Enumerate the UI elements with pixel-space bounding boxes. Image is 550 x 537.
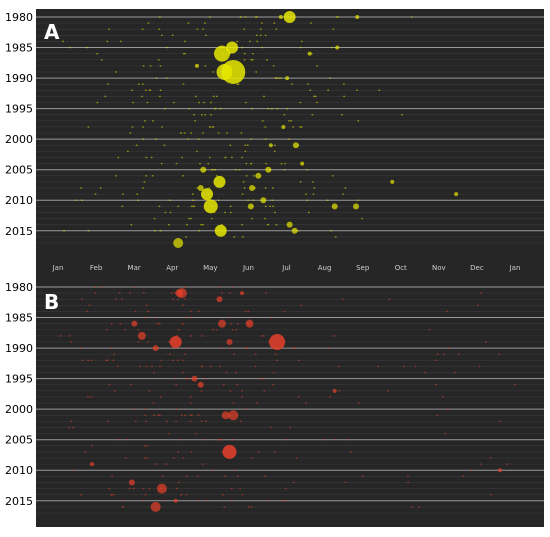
- panel-a: 1980 1985 1990 1995 2000 2005 2010 2015 Jan Feb Ma…: [5, 9, 544, 280]
- panel-a-point-1: [278, 15, 283, 19]
- panel-a-y-tick-1985: 1985: [5, 42, 33, 55]
- panel-a-x-tick-6: Jul: [281, 264, 291, 272]
- panel-a-point-24: [247, 203, 254, 210]
- panel-b-point-19: [156, 483, 167, 494]
- panel-b-point-12: [191, 375, 198, 382]
- panel-a-y-tick-2005: 2005: [5, 164, 33, 177]
- panel-a-point-30: [173, 238, 184, 248]
- panel-b-point-20: [150, 501, 161, 512]
- panel-b-point-15: [228, 410, 239, 421]
- panel-b-point-4: [131, 320, 138, 327]
- panel-a-point-17: [213, 175, 226, 188]
- panel-b-point-17: [89, 462, 94, 467]
- panel-b-point-9: [269, 333, 286, 350]
- panel-a-x-tick-10: Nov: [432, 264, 446, 272]
- panel-a-point-11: [268, 143, 273, 148]
- panel-b-point-5: [218, 319, 227, 328]
- panel-a-point-6: [221, 59, 246, 84]
- panel-a-x-tick-1: Feb: [90, 264, 103, 272]
- panel-a-point-32: [390, 179, 395, 184]
- panel-b-point-1: [176, 288, 187, 299]
- panel-a-y-tick-1980: 1980: [5, 11, 33, 24]
- panel-b-point-22: [332, 388, 337, 393]
- panel-b-y-tick-1985: 1985: [5, 312, 33, 325]
- panel-b-point-14: [221, 411, 230, 420]
- panel-a-x-tick-3: Apr: [166, 264, 178, 272]
- panel-a-point-15: [300, 161, 305, 166]
- panel-b-y-tick-2015: 2015: [5, 495, 33, 508]
- panel-b-y-tick-1980: 1980: [5, 281, 33, 294]
- panel-a-y-tick-1995: 1995: [5, 103, 33, 116]
- panel-a-point-4: [214, 45, 231, 62]
- panel-a-point-22: [200, 188, 213, 201]
- panel-a-background: [36, 9, 544, 280]
- panel-a-x-tick-12: Jan: [509, 264, 521, 272]
- panel-a-point-25: [214, 224, 227, 237]
- panel-b-label: B: [44, 290, 59, 314]
- panel-b-point-10: [226, 338, 233, 345]
- panel-b-point-21: [173, 498, 178, 503]
- panel-a-point-27: [286, 221, 293, 228]
- panel-a-point-7: [194, 63, 199, 68]
- panel-b-point-18: [128, 479, 135, 486]
- panel-a-point-0: [283, 11, 296, 23]
- panel-a-point-23: [203, 199, 218, 214]
- panel-a-x-tick-2: Mar: [128, 264, 141, 272]
- panel-a-x-tick-4: May: [203, 264, 217, 272]
- panel-a-x-tick-9: Oct: [395, 264, 407, 272]
- panel-a-point-8: [285, 76, 290, 81]
- panel-b-point-6: [245, 319, 254, 328]
- panel-a-point-21: [197, 185, 204, 192]
- panel-a-x-tick-0: Jan: [52, 264, 64, 272]
- panel-a-point-16: [200, 166, 207, 173]
- panel-a-point-31: [454, 192, 459, 197]
- panel-a-point-14: [265, 166, 272, 173]
- panel-a-y-tick-1990: 1990: [5, 72, 33, 85]
- panel-a-point-18: [249, 185, 256, 192]
- panel-a-point-9: [307, 51, 312, 56]
- panel-a-point-26: [291, 227, 298, 234]
- panel-a-x-tick-8: Sep: [356, 264, 370, 272]
- panel-a-x-tick-5: Jun: [242, 264, 254, 272]
- panel-b-point-3: [240, 291, 245, 296]
- panel-a-x-tick-11: Dec: [470, 264, 484, 272]
- panel-a-point-10: [335, 45, 340, 50]
- panel-a-point-20: [260, 197, 267, 204]
- panel-b-y-tick-2000: 2000: [5, 403, 33, 416]
- panel-a-point-2: [355, 15, 360, 19]
- panel-a-point-28: [331, 203, 338, 210]
- panel-b-y-tick-1990: 1990: [5, 342, 33, 355]
- panel-b-y-tick-2005: 2005: [5, 434, 33, 447]
- panel-b-point-2: [216, 296, 223, 303]
- panel-a-x-tick-7: Aug: [318, 264, 332, 272]
- panel-a-point-12: [281, 124, 286, 129]
- panel-b-y-tick-1995: 1995: [5, 373, 33, 386]
- panel-b-y-tick-2010: 2010: [5, 464, 33, 477]
- panel-b-point-13: [197, 381, 204, 388]
- panel-b-point-7: [137, 331, 146, 340]
- panel-b-point-16: [222, 444, 237, 459]
- panel-a-y-tick-2000: 2000: [5, 133, 33, 146]
- panel-a-label: A: [44, 20, 60, 44]
- panel-a-point-13: [292, 142, 299, 149]
- panel-b-point-11: [152, 345, 159, 352]
- panel-a-point-19: [255, 172, 262, 179]
- panel-a-y-tick-2010: 2010: [5, 194, 33, 207]
- panel-a-y-tick-2015: 2015: [5, 225, 33, 238]
- panel-b: 1980 1985 1990 1995 2000 2005 2010 2015 B: [5, 279, 544, 527]
- panel-a-point-29: [352, 203, 359, 210]
- panel-b-point-23: [497, 468, 502, 473]
- panel-b-point-8: [169, 335, 182, 348]
